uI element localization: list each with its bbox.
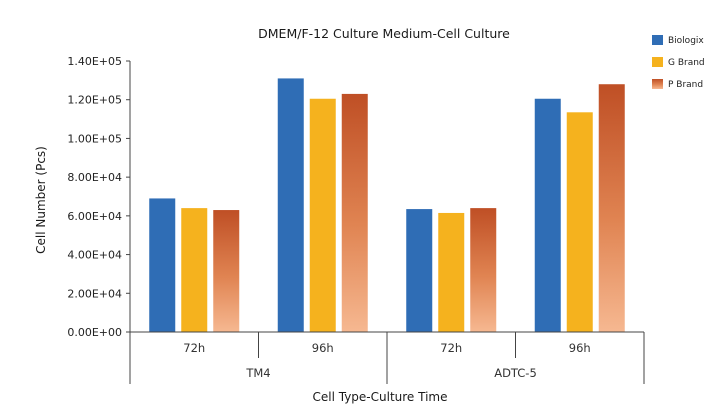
bar-biologix [406, 209, 433, 332]
x-axis-title: Cell Type-Culture Time [313, 390, 448, 404]
y-tick-label: 2.00E+04 [67, 287, 122, 300]
bar-g-brand [438, 212, 465, 332]
y-tick-label: 8.00E+04 [67, 171, 122, 184]
legend-swatch [652, 35, 663, 45]
bar-biologix [149, 198, 176, 332]
bar-p-brand [213, 210, 240, 332]
bar-biologix [534, 98, 561, 332]
bars [149, 78, 625, 333]
y-tick-label: 4.00E+04 [67, 249, 122, 262]
x-axis: 72h 96h 72h 96h TM4 ADTC-5 [130, 331, 645, 384]
legend-swatch [652, 57, 663, 67]
x-tick-label: 72h [183, 341, 205, 355]
legend-swatch [652, 79, 663, 89]
bar-g-brand [566, 112, 593, 333]
bar-g-brand [309, 98, 336, 332]
x-tick-label: 72h [440, 341, 462, 355]
legend: Biologix G Brand P Brand [652, 35, 705, 90]
x-group-label: ADTC-5 [494, 366, 537, 380]
bar-p-brand [470, 208, 497, 332]
bar-p-brand [341, 93, 368, 333]
chart-title: DMEM/F-12 Culture Medium-Cell Culture [258, 26, 510, 41]
y-axis-title: Cell Number (Pcs) [34, 146, 48, 254]
legend-label: Biologix [668, 36, 704, 46]
x-tick-label: 96h [569, 341, 591, 355]
y-axis: 0.00E+00 2.00E+04 4.00E+04 6.00E+04 8.00E+04… [67, 55, 131, 384]
y-tick-label: 6.00E+04 [67, 210, 122, 223]
x-group-label: TM4 [245, 366, 270, 380]
y-tick-label: 1.00E+05 [67, 132, 122, 145]
y-tick-label: 1.20E+05 [67, 94, 122, 107]
x-tick-label: 96h [312, 341, 334, 355]
bar-g-brand [181, 208, 208, 332]
bar-biologix [277, 78, 304, 333]
legend-label: G Brand [668, 58, 705, 68]
bar-p-brand [598, 84, 625, 332]
y-tick-label: 0.00E+00 [67, 326, 122, 339]
legend-label: P Brand [668, 80, 703, 90]
y-tick-label: 1.40E+05 [67, 55, 122, 68]
